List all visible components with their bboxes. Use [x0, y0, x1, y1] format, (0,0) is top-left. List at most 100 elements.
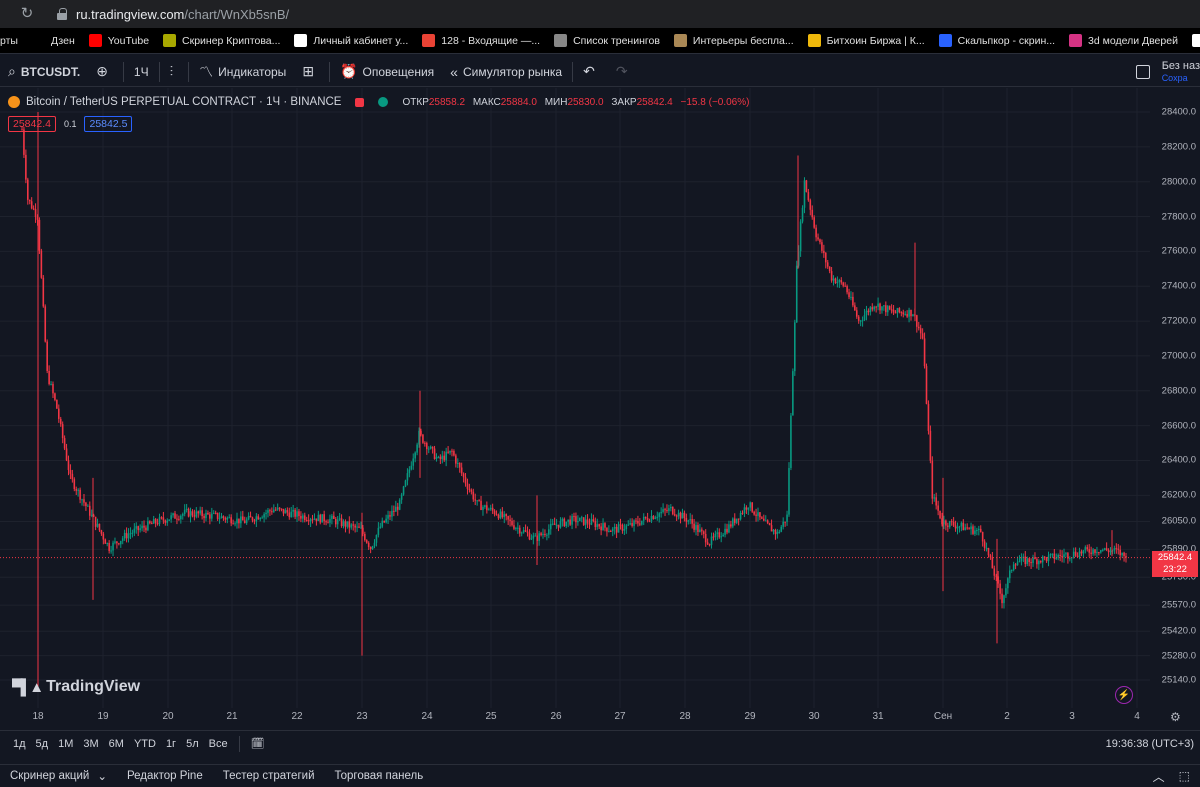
- bookmark-item[interactable]: Личный кабинет у...: [294, 34, 408, 47]
- range-button[interactable]: 5л: [186, 737, 199, 750]
- candle-body: [276, 507, 279, 510]
- candle-body: [362, 527, 364, 534]
- bookmark-item[interactable]: рты: [0, 35, 18, 47]
- price-axis[interactable]: 28400.0 28200.0 28000.0 27800.0 27600.0 27400…: [1150, 88, 1200, 708]
- bookmark-item[interactable]: 128 - Входящие —...: [422, 34, 540, 47]
- bookmark-item[interactable]: Битхоин Биржа | К...: [807, 34, 925, 47]
- url-field[interactable]: ru.tradingview.com/chart/WnXb5snB/: [48, 2, 1200, 26]
- candle-body: [629, 523, 631, 525]
- candle-body: [69, 469, 72, 474]
- bookmark-item[interactable]: Скринер Криптова...: [163, 34, 280, 47]
- candle-body: [377, 527, 380, 535]
- candle-body: [722, 534, 724, 537]
- close-value: 25842.4: [636, 96, 673, 108]
- clock-display[interactable]: 19:36:38 (UTC+3): [1105, 737, 1194, 750]
- bookmark-item[interactable]: Скальпкор - скрин...: [938, 34, 1055, 47]
- candle-body: [852, 296, 854, 306]
- high-value: 25884.0: [500, 96, 537, 108]
- price-tick-label: 26050.0: [1161, 515, 1196, 527]
- candle-body: [962, 522, 965, 531]
- candle-body: [1088, 549, 1090, 553]
- lightning-icon[interactable]: ⚡: [1115, 686, 1133, 704]
- price-tick-label: 26400.0: [1161, 454, 1196, 466]
- price-tick-label: 25420.0: [1161, 625, 1196, 637]
- layout-name-button[interactable]: Без наз Сохра: [1162, 60, 1200, 84]
- bookmark-item[interactable]: Дзен: [31, 34, 75, 47]
- replay-button[interactable]: « Симулятор рынка: [442, 57, 570, 87]
- candle-body: [278, 507, 281, 509]
- templates-button[interactable]: ⊞: [294, 57, 327, 87]
- candle-body: [635, 520, 637, 522]
- chart-pane[interactable]: Bitcoin / TetherUS PERPETUAL CONTRACT · …: [0, 88, 1200, 728]
- candle-body: [917, 326, 920, 329]
- footer-tab[interactable]: Скринер акций ⌄: [0, 769, 117, 783]
- range-button[interactable]: 3М: [83, 737, 99, 750]
- chevron-up-icon[interactable]: ︿: [1152, 769, 1165, 784]
- footer-tab[interactable]: Торговая панель: [325, 770, 434, 782]
- maximize-icon[interactable]: ⬚: [1178, 769, 1190, 783]
- bookmark-item[interactable]: Список тренингов: [554, 34, 660, 47]
- candle-body: [389, 515, 391, 517]
- gear-icon[interactable]: ⚙: [1170, 710, 1181, 724]
- candle-body: [586, 519, 589, 524]
- alerts-button[interactable]: ⏰ Оповещения: [332, 57, 442, 87]
- compare-symbol-button[interactable]: ⊕: [88, 57, 121, 87]
- layout-checkbox[interactable]: [1135, 64, 1150, 79]
- chart-type-button[interactable]: ⫶: [162, 57, 187, 87]
- candle-body: [561, 518, 564, 522]
- candle-body: [1008, 570, 1011, 579]
- candle-body: [245, 519, 248, 524]
- range-button[interactable]: YTD: [133, 737, 156, 750]
- candle-body: [648, 520, 651, 522]
- interval-button[interactable]: 1Ч: [126, 57, 157, 87]
- candle-body: [201, 510, 203, 517]
- candle-body: [71, 473, 74, 480]
- range-button[interactable]: 5д: [35, 737, 49, 750]
- price-chart[interactable]: [0, 88, 1150, 708]
- reload-icon[interactable]: ↻: [20, 5, 34, 22]
- candle-body: [487, 509, 490, 511]
- sell-button[interactable]: 25842.4: [8, 116, 56, 132]
- range-button[interactable]: 6М: [108, 737, 124, 750]
- bookmark-item[interactable]: CHZUSDT.P 0.1281...: [1191, 34, 1200, 47]
- candle-body: [637, 520, 639, 524]
- bookmark-item[interactable]: Интерьеры бесплa...: [673, 34, 794, 47]
- candle-body: [387, 515, 389, 519]
- range-button[interactable]: Все: [208, 737, 228, 750]
- current-price-value: 25842.4: [1157, 551, 1193, 563]
- sv-icon: [163, 34, 177, 47]
- candle-body: [526, 531, 529, 533]
- indicators-button[interactable]: 〽 Индикаторы: [191, 57, 294, 87]
- candle-body: [81, 499, 83, 501]
- candle-body: [36, 216, 39, 220]
- legend-title[interactable]: Bitcoin / TetherUS PERPETUAL CONTRACT · …: [26, 96, 342, 108]
- range-button[interactable]: 1д: [13, 737, 26, 750]
- candle-body: [152, 519, 155, 524]
- bookmark-item[interactable]: 3d модели Дверей: [1069, 34, 1178, 47]
- bookmark-item[interactable]: YouTube: [88, 34, 149, 47]
- range-button[interactable]: 1г: [165, 737, 177, 750]
- candle-body: [728, 524, 730, 533]
- calendar-icon[interactable]: 🗓: [250, 738, 265, 750]
- candle-body: [340, 518, 343, 527]
- chevron-down-icon[interactable]: ⌄: [97, 771, 107, 783]
- buy-button[interactable]: 25842.5: [84, 116, 133, 132]
- tradingview-logo[interactable]: ▀▌▲ TradingView: [12, 678, 140, 696]
- footer-tab[interactable]: Редактор Pine: [117, 770, 213, 782]
- candle-body: [195, 511, 198, 517]
- candle-body: [294, 509, 296, 517]
- candle-body: [119, 540, 122, 545]
- tv-icon: [1191, 34, 1200, 47]
- redo-icon: ↷: [615, 63, 628, 79]
- candle-body: [979, 528, 982, 533]
- candle-body: [495, 514, 498, 516]
- symbol-search-button[interactable]: ⌕ BTCUSDT.: [0, 57, 88, 87]
- footer-tab[interactable]: Тестер стратегий: [213, 770, 325, 782]
- range-button[interactable]: 1М: [58, 737, 74, 750]
- candle-body: [187, 508, 190, 517]
- candle-body: [1103, 548, 1106, 550]
- time-axis[interactable]: 18 19 20 21 22 23 24 25 26 27 28 29 30 31 Сен 2 3 4: [0, 708, 1150, 728]
- redo-button[interactable]: ↷: [608, 57, 641, 87]
- undo-button[interactable]: ↶: [575, 57, 608, 87]
- search-icon: ⌕: [8, 63, 16, 79]
